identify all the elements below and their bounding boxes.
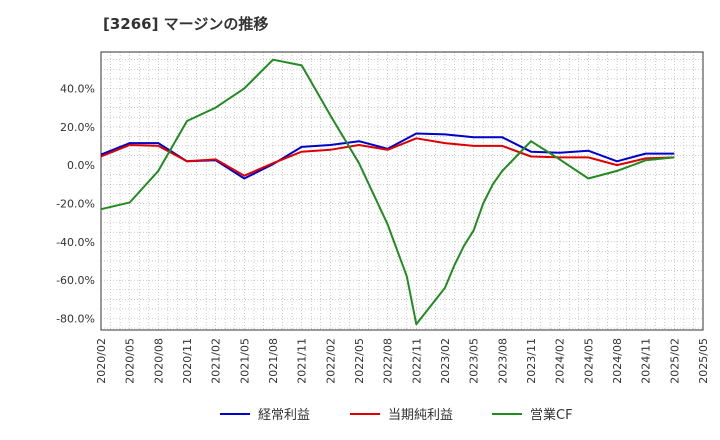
x-tick-label: 2025/02 (668, 338, 681, 384)
x-tick-label: 2024/02 (554, 338, 567, 384)
plot-border (100, 51, 704, 331)
x-tick-label: 2024/05 (582, 338, 595, 384)
x-tick-label: 2023/05 (468, 338, 481, 384)
x-tick-label: 2021/05 (238, 338, 251, 384)
y-tick-label: 40.0% (60, 82, 95, 95)
legend-label: 営業CF (530, 407, 573, 423)
plot-area (101, 52, 703, 330)
x-tick-label: 2023/08 (496, 338, 509, 384)
x-tick-label: 2020/08 (152, 338, 165, 384)
x-tick-label: 2022/11 (410, 338, 423, 384)
x-tick-label: 2022/02 (324, 338, 337, 384)
legend-label: 経常利益 (258, 408, 310, 423)
x-tick-label: 2024/11 (640, 338, 653, 384)
x-tick-label: 2022/05 (353, 338, 366, 384)
series-line-2 (100, 137, 675, 177)
y-tick-label: 20.0% (60, 121, 95, 134)
x-tick-label: 2020/02 (95, 338, 108, 384)
legend-label: 当期純利益 (388, 408, 453, 423)
x-tick-label: 2023/02 (439, 338, 452, 384)
y-tick-label: 0.0% (67, 159, 95, 172)
legend-item-1: 経常利益 (220, 408, 310, 423)
x-tick-label: 2021/08 (267, 338, 280, 384)
legend-item-3: 営業CF (492, 407, 573, 423)
y-tick-label: -80.0% (56, 312, 95, 325)
x-tick-label: 2022/08 (382, 338, 395, 384)
chart-title: [3266] マージンの推移 (103, 15, 269, 33)
series-line-3 (100, 58, 675, 326)
x-tick-label: 2021/11 (296, 338, 309, 384)
legend: 経常利益 当期純利益 営業CF (220, 407, 573, 423)
y-tick-label: -20.0% (56, 197, 95, 210)
x-tick-label: 2021/02 (210, 338, 223, 384)
x-tick-label: 2020/11 (181, 338, 194, 384)
grid (100, 52, 704, 330)
x-tick-label: 2023/11 (525, 338, 538, 384)
legend-item-2: 当期純利益 (350, 408, 453, 423)
x-tick-label: 2020/05 (124, 338, 137, 384)
x-tick-label: 2025/05 (697, 338, 710, 384)
y-tick-label: -60.0% (56, 274, 95, 287)
series-lines (100, 58, 675, 326)
x-tick-label: 2024/08 (611, 338, 624, 384)
y-tick-label: -40.0% (56, 236, 95, 249)
axes: -80.0% -60.0% -40.0% -20.0% 0.0% 20.0% 40.0% 20… (56, 51, 710, 384)
